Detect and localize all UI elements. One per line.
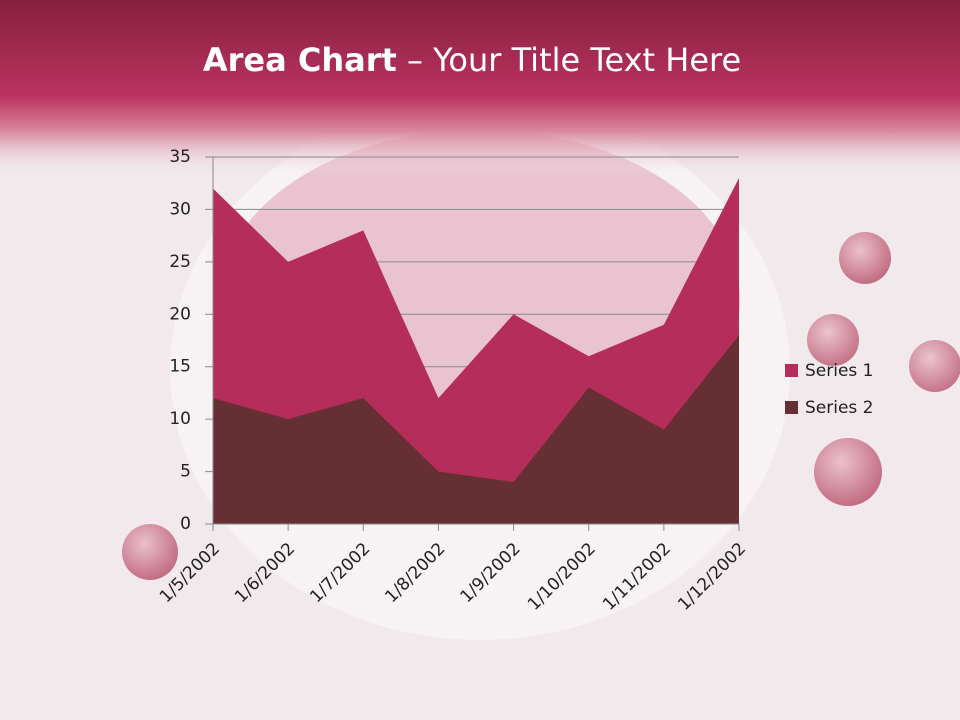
berry [814, 438, 882, 506]
title-regular: – Your Title Text Here [407, 41, 741, 79]
area [213, 335, 739, 524]
y-tick-label: 35 [169, 147, 191, 167]
title-bold: Area Chart [203, 41, 397, 79]
legend-swatch [785, 364, 798, 377]
title-band [0, 0, 960, 175]
legend-label: Series 2 [805, 398, 874, 418]
berry [909, 340, 960, 392]
legend-swatch [785, 401, 798, 414]
chart-title: Area Chart – Your Title Text Here [203, 41, 741, 79]
y-tick-label: 30 [169, 199, 191, 219]
berry [839, 232, 891, 284]
y-tick-label: 20 [169, 304, 191, 324]
legend-label: Series 1 [805, 361, 874, 381]
y-tick-label: 15 [169, 357, 191, 377]
berry [122, 524, 178, 580]
y-tick-label: 10 [169, 409, 191, 429]
y-tick-label: 0 [180, 514, 191, 534]
berry [807, 314, 859, 366]
y-tick-label: 5 [180, 462, 191, 482]
y-tick-label: 25 [169, 252, 191, 272]
